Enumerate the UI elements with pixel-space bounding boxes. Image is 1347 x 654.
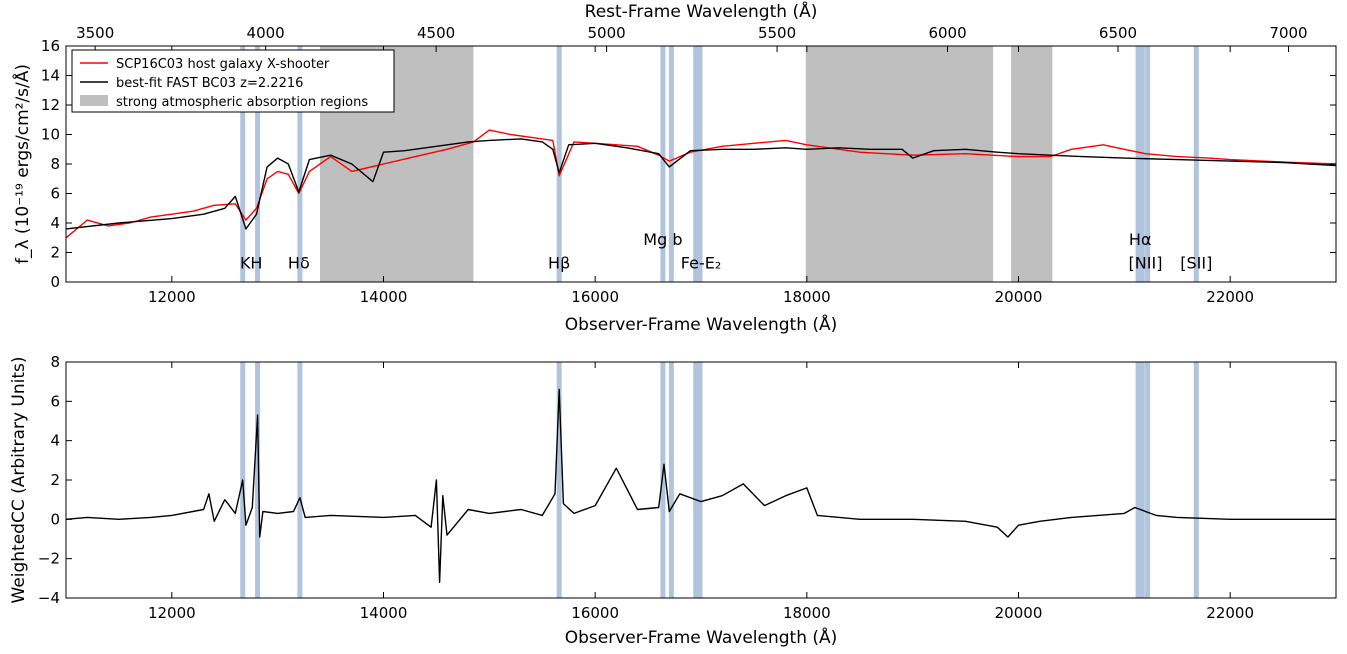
bottom-y-ticks: −4 −2 0 2 4 6 8 xyxy=(38,353,1336,607)
emission-line-0 xyxy=(240,46,246,282)
emission-line-8 xyxy=(1135,46,1141,282)
emission-line-markers xyxy=(240,46,1199,282)
y-tick-label-1: 2 xyxy=(50,244,60,262)
y-tick-label-0: 0 xyxy=(50,273,60,291)
top-rest-frame-axis-label: Rest-Frame Wavelength (Å) xyxy=(585,0,818,22)
absorption-regions xyxy=(320,46,1053,282)
legend-label-0: SCP16C03 host galaxy X-shooter xyxy=(116,57,330,72)
top-x-axis-label: Observer-Frame Wavelength (Å) xyxy=(565,313,838,335)
series-line-1 xyxy=(66,138,1336,230)
rest-tick-label-0: 3500 xyxy=(76,24,114,42)
bottom-x-axis-label: Observer-Frame Wavelength (Å) xyxy=(565,626,838,648)
emission-line-5 xyxy=(668,362,674,598)
emission-line-9 xyxy=(1139,46,1145,282)
legend: SCP16C03 host galaxy X-shooter best-fit F… xyxy=(71,49,395,113)
x-tick-label-3: 18000 xyxy=(783,288,831,306)
line-label-7: [SII] xyxy=(1180,254,1212,273)
line-label-4: Fe-E₂ xyxy=(681,254,721,273)
bottom-y-axis-label: WeightedCC (Arbitrary Units) xyxy=(9,356,29,603)
emission-line-3 xyxy=(556,362,562,598)
series-line-0 xyxy=(66,388,1336,583)
emission-line-11 xyxy=(1193,46,1199,282)
top-panel: 12000 14000 16000 18000 20000 22000 0 2 4 6 8 10 12… xyxy=(11,0,1337,335)
bottom-panel: 12000 14000 16000 18000 20000 22000 −4 −2 0 2 4 6 8… xyxy=(9,353,1337,648)
y-tick-label-1: −2 xyxy=(38,550,60,568)
emission-line-6 xyxy=(693,46,699,282)
y-tick-label-2: 0 xyxy=(50,510,60,528)
legend-box xyxy=(71,49,395,113)
line-label-0: KH xyxy=(240,254,263,273)
x-tick-label-3: 18000 xyxy=(783,604,831,622)
rest-tick-label-3: 5000 xyxy=(588,24,626,42)
emission-line-4 xyxy=(660,46,666,282)
top-y-ticks: 0 2 4 6 8 10 12 14 16 xyxy=(41,37,1336,291)
x-tick-label-0: 12000 xyxy=(148,288,196,306)
y-tick-label-3: 6 xyxy=(50,185,60,203)
legend-label-2: strong atmospheric absorption regions xyxy=(116,95,368,110)
x-tick-label-1: 14000 xyxy=(360,604,408,622)
y-tick-label-5: 10 xyxy=(41,126,60,144)
line-label-6: [NII] xyxy=(1129,254,1163,273)
rest-tick-label-7: 7000 xyxy=(1269,24,1307,42)
emission-line-7 xyxy=(697,362,703,598)
emission-line-2 xyxy=(297,46,303,282)
y-tick-label-3: 2 xyxy=(50,471,60,489)
emission-line-11 xyxy=(1193,362,1199,598)
x-tick-label-5: 22000 xyxy=(1206,604,1254,622)
rest-tick-label-5: 6000 xyxy=(928,24,966,42)
emission-line-6 xyxy=(693,362,699,598)
y-tick-label-6: 8 xyxy=(50,353,60,371)
emission-line-3 xyxy=(556,46,562,282)
emission-line-2 xyxy=(297,362,303,598)
line-label-5: Hα xyxy=(1129,230,1152,249)
legend-label-1: best-fit FAST BC03 z=2.2216 xyxy=(116,76,303,91)
y-tick-label-0: −4 xyxy=(38,589,60,607)
x-tick-label-5: 22000 xyxy=(1206,288,1254,306)
y-tick-label-5: 6 xyxy=(50,392,60,410)
top-series-lines xyxy=(66,129,1336,239)
y-tick-label-4: 4 xyxy=(50,432,60,450)
top-y-axis-label: f_λ (10⁻¹⁹ ergs/cm²/s/Å) xyxy=(11,64,33,264)
x-tick-label-2: 16000 xyxy=(571,288,619,306)
series-line-0 xyxy=(66,129,1336,239)
emission-line-5 xyxy=(668,46,674,282)
emission-line-1 xyxy=(255,362,261,598)
x-tick-label-0: 12000 xyxy=(148,604,196,622)
legend-swatch-2 xyxy=(80,95,108,106)
emission-line-4 xyxy=(660,362,666,598)
rest-tick-label-6: 6500 xyxy=(1099,24,1137,42)
emission-line-8 xyxy=(1135,362,1141,598)
top-x-ticks: 12000 14000 16000 18000 20000 22000 xyxy=(148,46,1254,306)
x-tick-label-1: 14000 xyxy=(360,288,408,306)
line-label-1: Hδ xyxy=(288,254,310,273)
line-label-2: Hβ xyxy=(548,254,570,273)
y-tick-label-6: 12 xyxy=(41,96,60,114)
emission-line-markers-bottom xyxy=(240,362,1199,598)
line-label-3: Mg b xyxy=(643,230,682,249)
bottom-x-ticks: 12000 14000 16000 18000 20000 22000 xyxy=(148,362,1254,622)
absorption-region-1 xyxy=(805,46,994,282)
y-tick-label-8: 16 xyxy=(41,37,60,55)
absorption-region-2 xyxy=(1011,46,1053,282)
emission-line-labels: KH Hδ Hβ Mg b Fe-E₂ Hα [NII] [SII] xyxy=(240,230,1212,273)
x-tick-label-2: 16000 xyxy=(571,604,619,622)
y-tick-label-2: 4 xyxy=(50,214,60,232)
rest-tick-label-2: 4500 xyxy=(417,24,455,42)
emission-line-10 xyxy=(1145,46,1151,282)
emission-line-1 xyxy=(255,46,261,282)
x-tick-label-4: 20000 xyxy=(995,604,1043,622)
y-tick-label-4: 8 xyxy=(50,155,60,173)
emission-line-9 xyxy=(1139,362,1145,598)
bottom-series-lines xyxy=(66,388,1336,583)
emission-line-7 xyxy=(697,46,703,282)
rest-frame-ticks: 3500 4000 4500 5000 5500 6000 6500 7000 xyxy=(76,24,1308,52)
x-tick-label-4: 20000 xyxy=(995,288,1043,306)
y-tick-label-7: 14 xyxy=(41,67,60,85)
rest-tick-label-4: 5500 xyxy=(758,24,796,42)
emission-line-10 xyxy=(1145,362,1151,598)
rest-tick-label-1: 4000 xyxy=(247,24,285,42)
